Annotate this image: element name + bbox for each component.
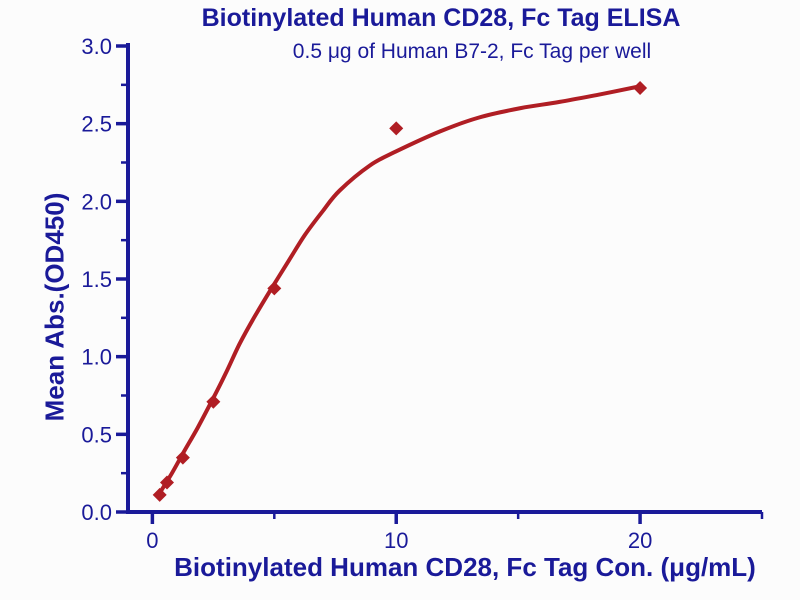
data-point-diamond: [175, 450, 190, 465]
data-point-diamond: [633, 80, 648, 95]
data-point-diamond: [152, 487, 167, 502]
fit-curve: [157, 84, 642, 496]
data-point-diamond: [267, 281, 282, 296]
x-tick-label: 20: [628, 528, 652, 553]
chart-subtitle: 0.5 μg of Human B7-2, Fc Tag per well: [292, 40, 652, 63]
y-tick-label: 2.5: [81, 112, 112, 137]
data-point-diamond: [389, 121, 404, 136]
data-point-diamond: [160, 475, 175, 490]
y-tick-label: 3.0: [81, 34, 112, 59]
chart-title: Biotinylated Human CD28, Fc Tag ELISA: [201, 4, 681, 32]
x-tick-label: 0: [146, 528, 158, 553]
y-tick-label: 1.5: [81, 267, 112, 292]
y-tick-label: 2.0: [81, 189, 112, 214]
y-tick-label: 0.0: [81, 500, 112, 525]
data-point-diamond: [206, 394, 221, 409]
y-tick-label: 0.5: [81, 422, 112, 447]
y-tick-label: 1.0: [81, 345, 112, 370]
y-axis-title: Mean Abs.(OD450): [39, 192, 70, 422]
x-tick-label: 10: [384, 528, 408, 553]
x-axis-title: Biotinylated Human CD28, Fc Tag Con. (μg…: [174, 552, 756, 582]
